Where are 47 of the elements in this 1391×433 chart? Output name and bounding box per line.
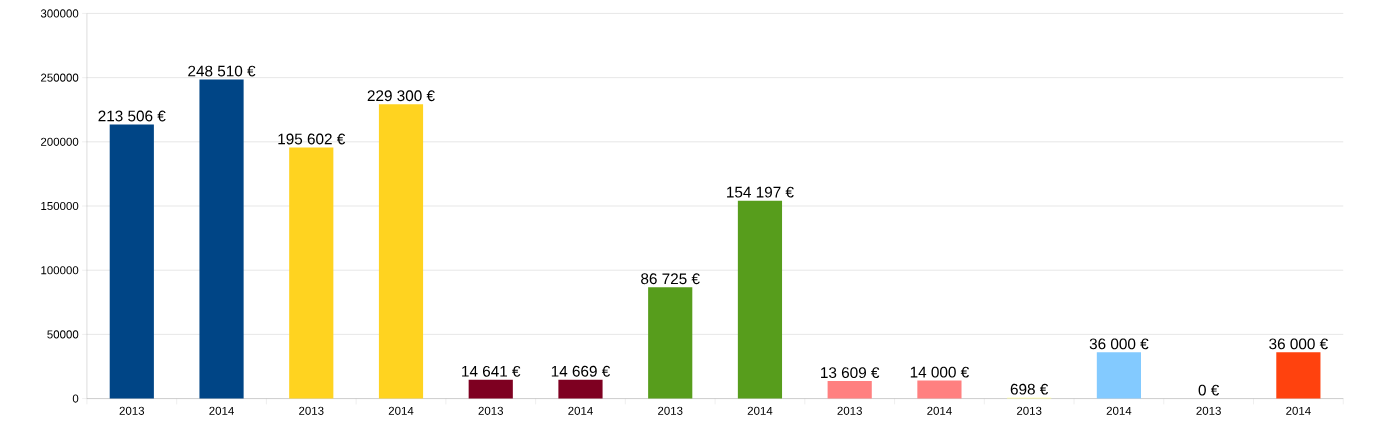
data-label: 36 000 €	[1269, 338, 1328, 350]
bar	[1276, 352, 1321, 399]
bar	[737, 200, 783, 399]
y-tick-label: 100000	[41, 266, 79, 275]
bar	[468, 379, 513, 399]
bar	[917, 380, 962, 399]
x-tick-label: 2014	[388, 406, 414, 415]
data-label: 229 300 €	[367, 90, 435, 102]
data-label: 195 602 €	[278, 133, 346, 145]
data-label: 14 669 €	[551, 365, 611, 377]
y-tick-label: 150000	[41, 201, 79, 210]
data-label: 36 000 €	[1089, 338, 1149, 350]
x-tick-label: 2014	[568, 406, 593, 415]
y-tick-label: 200000	[41, 137, 79, 146]
data-label: 698 €	[1010, 383, 1049, 395]
data-label: 14 000 €	[910, 366, 969, 378]
data-label: 213 506 €	[98, 110, 166, 122]
y-tick-label: 0	[72, 394, 79, 403]
data-label: 0 €	[1198, 384, 1220, 396]
data-label: 13 609 €	[821, 367, 880, 378]
data-label: 154 197 €	[727, 186, 794, 198]
data-label: 86 725 €	[641, 273, 700, 285]
x-tick-label: 2014	[1286, 406, 1311, 415]
bar	[1096, 352, 1141, 399]
x-tick-label: 2013	[1196, 406, 1221, 415]
x-tick-label: 2013	[119, 406, 145, 415]
data-label: 14 641 €	[462, 365, 521, 377]
bar	[827, 381, 872, 399]
x-tick-label: 2014	[209, 406, 234, 415]
data-label: 248 510 €	[188, 65, 256, 77]
x-tick-label: 2014	[1106, 406, 1132, 415]
bar	[558, 379, 603, 399]
x-tick-label: 2013	[1016, 406, 1042, 415]
y-tick-label: 250000	[41, 73, 79, 82]
y-tick-label: 300000	[40, 9, 79, 18]
y-tick-label: 50000	[47, 330, 79, 339]
x-tick-label: 2013	[837, 406, 862, 415]
x-tick-label: 2014	[747, 406, 773, 415]
x-tick-label: 2014	[927, 406, 952, 415]
x-tick-label: 2013	[478, 406, 504, 415]
bar	[109, 124, 154, 399]
bar	[199, 79, 244, 399]
bar	[378, 104, 424, 399]
x-tick-label: 2013	[299, 406, 324, 415]
x-tick-label: 2013	[658, 406, 683, 415]
bar	[648, 287, 693, 399]
bar	[289, 147, 334, 399]
